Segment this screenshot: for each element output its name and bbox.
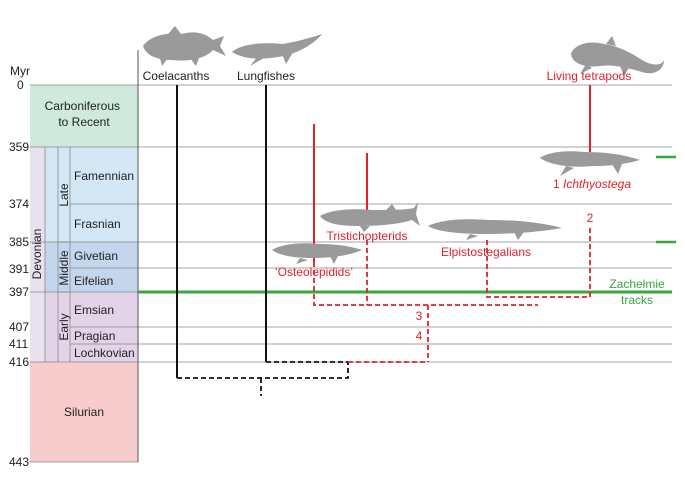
stage-givetian: Givetian: [74, 249, 118, 263]
tracks-label-line2: tracks: [621, 293, 653, 307]
ichthyostega-silhouette: [540, 151, 640, 176]
carboniferous-band: [30, 85, 138, 147]
tick-label: 397: [9, 285, 29, 299]
silurian-label: Silurian: [64, 405, 104, 419]
stage-pragian: Pragian: [74, 329, 115, 343]
tick-label: 374: [9, 197, 29, 211]
stage-famennian: Famennian: [74, 169, 134, 183]
label-living-tetrapods: Living tetrapods: [547, 69, 632, 83]
tick-label: 411: [9, 337, 28, 351]
tick-label: 385: [9, 235, 29, 249]
basal-ghost-lineage: [177, 361, 349, 396]
middle-devonian-band: [45, 242, 138, 292]
label-lungfishes: Lungfishes: [237, 69, 295, 83]
devonian-label-band: [30, 147, 45, 362]
tick-label: 0: [17, 78, 24, 92]
elpistostegalian-silhouette: [428, 219, 562, 240]
stage-eifelian: Eifelian: [74, 274, 113, 288]
silurian-band: [30, 362, 138, 462]
node-label-3: 3: [416, 309, 423, 323]
tick-label: 359: [9, 140, 29, 154]
label-osteolepidids: ‘Osteolepidids’: [275, 265, 353, 279]
stage-labels: Famennian Frasnian Givetian Eifelian Ems…: [74, 169, 135, 360]
label-coelacanths: Coelacanths: [143, 69, 210, 83]
label-ichthyostega: 1 Ichthyostega: [553, 177, 631, 191]
lungfish-silhouette: [232, 34, 322, 66]
carboniferous-label: Carboniferous to Recent: [45, 99, 124, 129]
early-label: Early: [57, 313, 71, 340]
label-tristichopterids: Tristichopterids: [327, 229, 408, 243]
stage-lochkovian: Lochkovian: [74, 346, 135, 360]
axis-ticks: 0 359 374 385 391 397 407 411 416 443: [9, 78, 29, 469]
late-label: Late: [57, 183, 71, 207]
tetrapod-silhouette: [571, 36, 664, 76]
tristichopterid-silhouette: [320, 202, 420, 232]
tracks-label-line1: Zachełmie: [609, 277, 665, 291]
tick-label: 407: [9, 320, 29, 334]
coelacanth-silhouette: [143, 26, 226, 66]
middle-label: Middle: [57, 250, 71, 286]
late-devonian-band: [45, 147, 138, 242]
devonian-label: Devonian: [30, 229, 44, 280]
label-elpistostegalians: Elpistostegalians: [441, 245, 531, 259]
tick-label: 443: [9, 455, 29, 469]
axis-unit: Myr: [10, 64, 30, 78]
tick-label: 391: [9, 262, 29, 276]
node-label-2: 2: [587, 211, 594, 225]
tick-label: 416: [9, 355, 29, 369]
osteolepidid-silhouette: [272, 243, 362, 264]
stage-frasnian: Frasnian: [74, 217, 121, 231]
stage-emsian: Emsian: [74, 303, 114, 317]
red-ghost-lineages: [313, 228, 591, 363]
node-label-4: 4: [416, 329, 423, 343]
